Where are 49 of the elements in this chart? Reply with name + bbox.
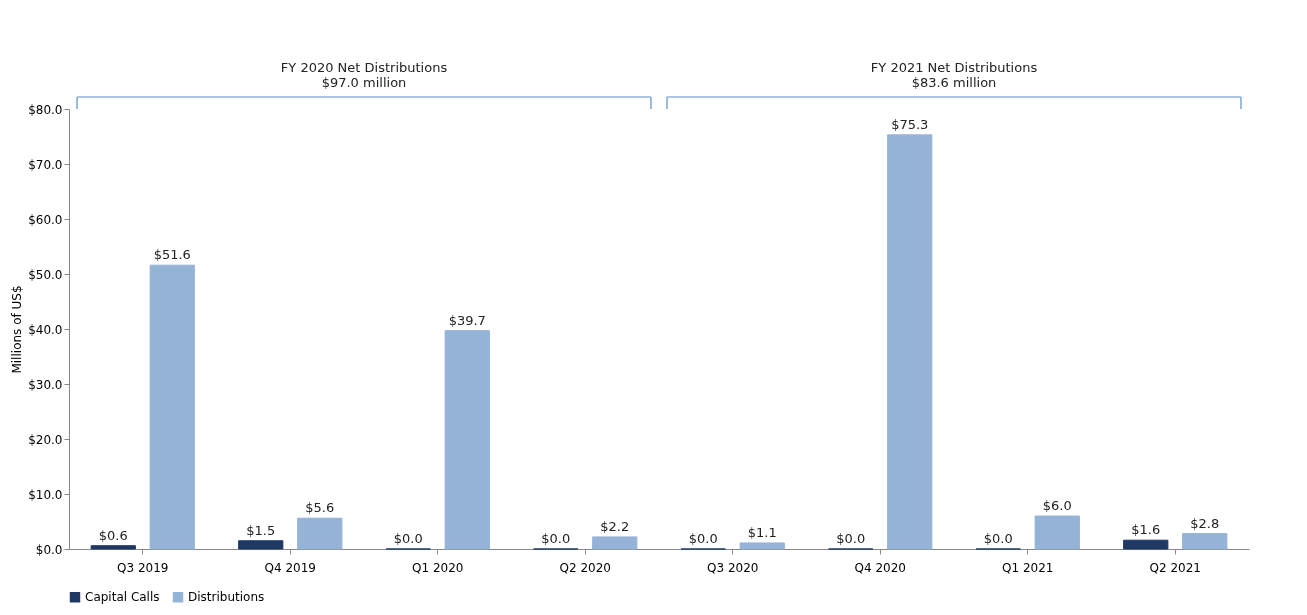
x-tick-label: Q1 2020 [412, 560, 464, 575]
text: FY 2020 Net Distributions $97.0 million [280, 60, 448, 90]
y-tick-label: $70.0 [28, 157, 63, 172]
data-label: $5.6 [305, 500, 335, 516]
y-axis-title: Millions of US$ [10, 285, 25, 374]
data-label: $0.6 [98, 527, 128, 543]
x-tick-label: Q4 2019 [264, 560, 316, 575]
data-label: $2.8 [1190, 515, 1220, 531]
bar [297, 517, 343, 550]
bar [444, 330, 490, 550]
data-label: $1.1 [747, 524, 777, 540]
data-label: $1.5 [246, 522, 276, 538]
bar [238, 540, 284, 550]
x-tick-label: Q4 2020 [854, 560, 906, 575]
data-label: $1.6 [1131, 522, 1161, 538]
x-tick-label: Q2 2021 [1149, 560, 1201, 575]
bar [887, 134, 933, 550]
x-tick-label: Q2 2020 [559, 560, 611, 575]
y-tick-label: $60.0 [28, 212, 63, 227]
bar [739, 542, 785, 550]
data-label: $0.0 [393, 531, 423, 546]
x-tick-label: Q3 2019 [117, 560, 169, 575]
bar [1034, 515, 1080, 550]
y-tick-label: $20.0 [28, 432, 63, 447]
data-label: $51.6 [153, 247, 191, 263]
legend-label: Capital Calls [85, 590, 160, 605]
data-label: $0.0 [983, 531, 1013, 546]
bar [1123, 539, 1169, 550]
data-label: $75.3 [891, 116, 929, 132]
y-tick-label: $40.0 [28, 322, 63, 337]
y-tick-label: $30.0 [28, 377, 63, 392]
x-tick-label: Q3 2020 [707, 560, 759, 575]
data-label: $0.0 [688, 531, 718, 546]
bar [592, 536, 638, 550]
bar [149, 264, 195, 550]
y-tick-label: $10.0 [28, 487, 63, 502]
data-label: $39.7 [448, 312, 486, 328]
legend-label: Distributions [188, 590, 265, 605]
data-label: $6.0 [1042, 498, 1072, 513]
y-tick-label: $80.0 [28, 102, 63, 117]
bar [1182, 533, 1228, 550]
y-tick-label: $0.0 [35, 542, 63, 557]
data-label: $2.2 [600, 518, 630, 534]
data-label: $0.0 [836, 531, 866, 546]
x-tick-label: Q1 2021 [1002, 560, 1054, 575]
text: FY 2021 Net Distributions $83.6 million [870, 60, 1038, 90]
bar [90, 545, 136, 550]
y-tick-label: $50.0 [28, 267, 63, 282]
data-label: $0.0 [541, 531, 571, 546]
